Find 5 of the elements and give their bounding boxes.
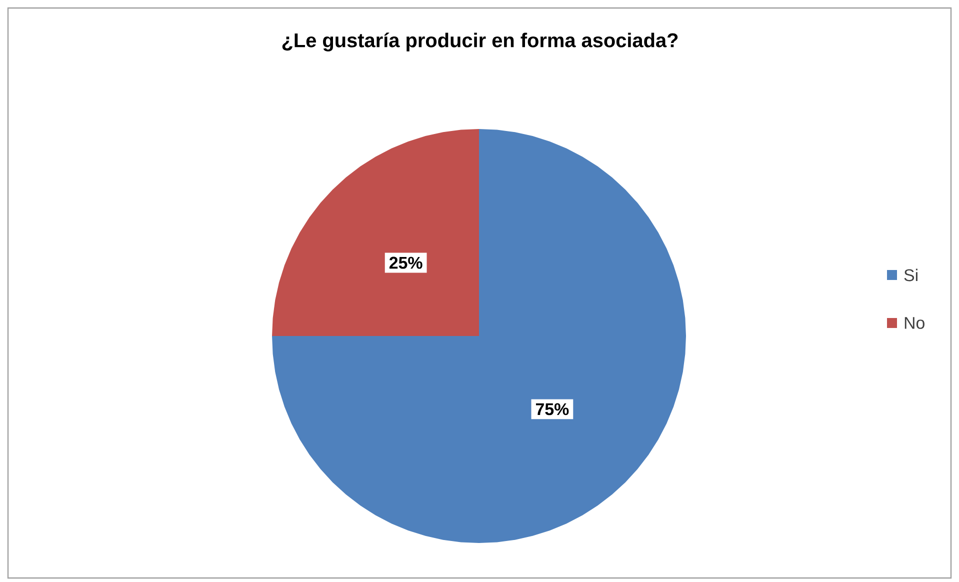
legend-label: No [904, 317, 924, 329]
chart-title: ¿Le gustaría producir en forma asociada? [282, 32, 678, 52]
data-label: 25% [389, 256, 422, 269]
data-label: 75% [536, 403, 569, 416]
legend-label: Si [904, 268, 918, 282]
